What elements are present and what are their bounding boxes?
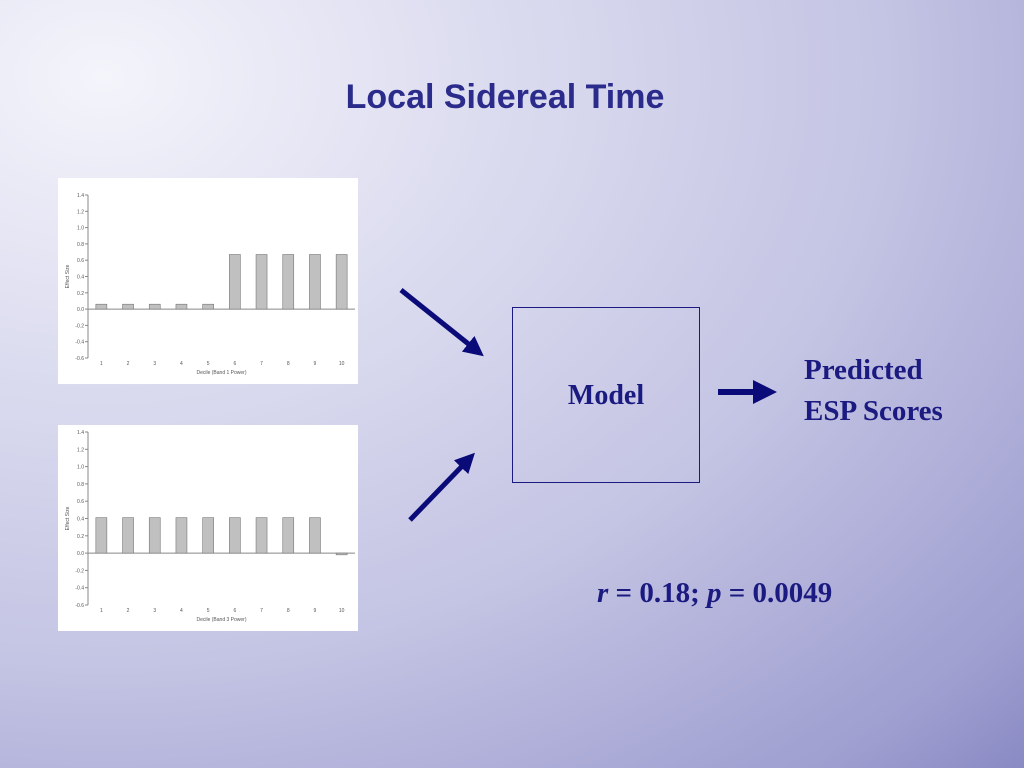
bar <box>229 517 241 554</box>
y-tick-label: 0.8 <box>77 482 84 488</box>
y-tick-label: 0.4 <box>77 517 84 523</box>
y-tick-label: 0.8 <box>77 242 84 248</box>
y-tick-label: 0.2 <box>77 534 84 540</box>
x-tick-label: 6 <box>233 361 236 367</box>
bar <box>202 303 214 310</box>
prediction-line2: ESP Scores <box>804 395 943 427</box>
x-tick-label: 4 <box>180 608 183 614</box>
x-tick-label: 6 <box>233 608 236 614</box>
x-tick-label: 8 <box>287 361 290 367</box>
model-label: Model <box>567 380 645 411</box>
x-tick-label: 7 <box>260 608 263 614</box>
y-tick-label: 0.2 <box>77 291 84 297</box>
y-tick-label: 0.0 <box>77 551 84 557</box>
y-tick-label: -0.4 <box>75 340 84 346</box>
bar <box>175 517 188 554</box>
bar <box>282 254 295 310</box>
y-tick-label: 0.6 <box>77 499 84 505</box>
x-tick-label: 2 <box>127 361 130 367</box>
y-tick-label: 1.0 <box>77 465 84 471</box>
bar <box>148 303 161 310</box>
y-tick-label: 1.4 <box>77 193 84 199</box>
bar <box>148 517 161 554</box>
r-value: = 0.18; <box>608 577 707 609</box>
y-tick-label: -0.2 <box>75 568 84 574</box>
slide-title: Local Sidereal Time <box>345 78 665 116</box>
bar <box>309 517 321 554</box>
y-tick-label: 1.4 <box>77 430 84 436</box>
bar <box>282 517 295 554</box>
x-tick-label: 4 <box>180 361 183 367</box>
statistics: r = 0.18; p = 0.0049 <box>597 577 832 610</box>
arrow-up-right-icon <box>408 452 475 522</box>
y-tick-label: 0.6 <box>77 258 84 264</box>
bar <box>95 303 108 310</box>
y-tick-label: -0.6 <box>75 603 84 609</box>
bar <box>255 254 268 310</box>
y-tick-label: 0.0 <box>77 307 84 313</box>
x-tick-label: 7 <box>260 361 263 367</box>
y-tick-label: 1.2 <box>77 209 84 215</box>
x-tick-label: 5 <box>207 361 210 367</box>
p-symbol: p <box>706 577 722 609</box>
x-tick-label: 3 <box>153 361 156 367</box>
predicted-esp-scores: Predicted ESP Scores <box>804 350 943 432</box>
bar <box>309 254 321 310</box>
x-tick-label: 3 <box>153 608 156 614</box>
x-tick-label: 10 <box>339 361 345 367</box>
bar <box>335 254 348 310</box>
prediction-line1: Predicted <box>804 354 923 386</box>
x-tick-label: 1 <box>100 608 103 614</box>
bar <box>255 517 268 554</box>
y-tick-label: -0.4 <box>75 586 84 592</box>
y-axis-label: Effect Size <box>65 264 71 288</box>
x-tick-label: 9 <box>314 361 317 367</box>
bar <box>122 517 134 554</box>
arrow-down-right-icon <box>399 288 484 357</box>
x-tick-label: 8 <box>287 608 290 614</box>
x-tick-label: 9 <box>314 608 317 614</box>
y-tick-label: -0.2 <box>75 323 84 329</box>
band3-chart: 1.4 1.2 1.0 0.8 0.6 0.4 0.2 0.0 -0.2 -0.4 -0.6 1 2 3 4… <box>58 425 358 631</box>
x-axis-label: Decile (Band 3 Power) <box>196 617 246 623</box>
bar <box>122 303 134 310</box>
model-box: Model <box>512 307 700 483</box>
y-tick-label: 1.2 <box>77 447 84 453</box>
r-symbol: r <box>597 577 609 609</box>
y-axis-label: Effect Size <box>65 506 71 530</box>
x-tick-label: 5 <box>207 608 210 614</box>
x-tick-label: 10 <box>339 608 345 614</box>
x-axis-label: Decile (Band 1 Power) <box>196 370 246 376</box>
band1-chart: 1.4 1.2 1.0 0.8 0.6 0.4 0.2 0.0 -0.2 -0.4 -0.6 1 2 3 4… <box>58 178 358 384</box>
bar <box>175 303 188 310</box>
bar <box>335 552 348 556</box>
x-tick-label: 2 <box>127 608 130 614</box>
bar <box>202 517 214 554</box>
x-tick-label: 1 <box>100 361 103 367</box>
bar <box>95 517 108 554</box>
y-tick-label: 0.4 <box>77 275 84 281</box>
p-value: = 0.0049 <box>721 577 833 609</box>
y-tick-label: 1.0 <box>77 226 84 232</box>
bar <box>229 254 241 310</box>
y-tick-label: -0.6 <box>75 356 84 362</box>
